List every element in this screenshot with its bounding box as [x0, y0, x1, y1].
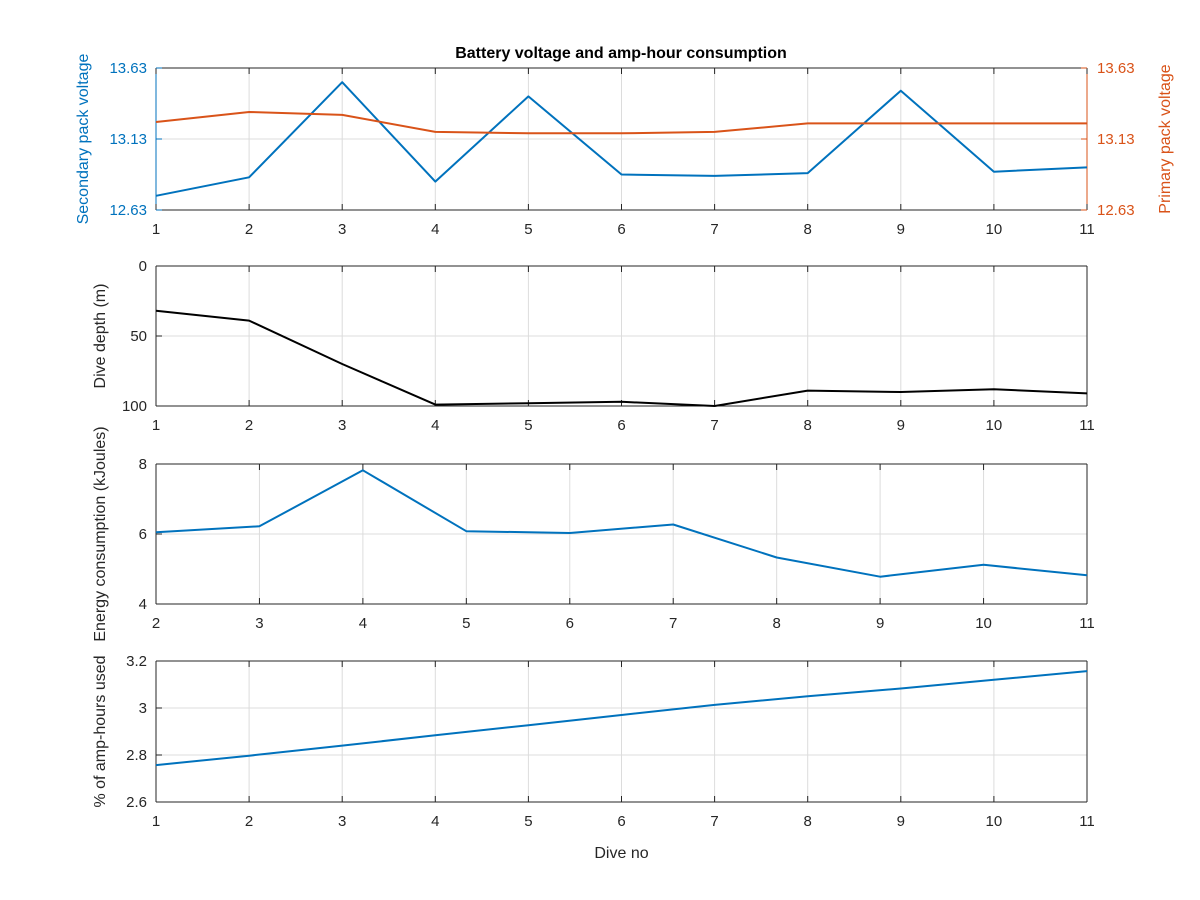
- amp-hours-x-tick-label: 3: [338, 813, 346, 830]
- voltage-subplot: 1 2 3 4 5 6 7 8 9 10 1112.6313.1313.6312.6313.1313…: [75, 54, 1174, 238]
- amp-hours-x-tick-label: 10: [986, 813, 1003, 830]
- depth-x-tick-label: 6: [617, 417, 625, 434]
- depth-x-tick-label: 10: [986, 417, 1003, 434]
- energy-x-tick-label: 5: [462, 615, 470, 632]
- voltage-y-tick-label: 13.13: [109, 131, 147, 148]
- energy-x-tick-label: 4: [359, 615, 367, 632]
- amp-hours-y-tick-label: 3: [139, 700, 147, 717]
- amp-hours-x-tick-label: 5: [524, 813, 532, 830]
- voltage-x-tick-label: 8: [804, 221, 812, 238]
- depth-subplot: 1 2 3 4 5 6 7 8 9 10 11 0 50 100 Dive depth (m): [92, 258, 1095, 434]
- voltage-y-right-tick-label: 12.63: [1097, 202, 1135, 219]
- energy-x-tick-label: 3: [255, 615, 263, 632]
- energy-x-tick-label: 2: [152, 615, 160, 632]
- energy-y-tick-label: 8: [139, 456, 147, 473]
- depth-x-tick-label: 1: [152, 417, 160, 434]
- voltage-x-tick-label: 9: [897, 221, 905, 238]
- energy-x-tick-label: 10: [975, 615, 992, 632]
- voltage-x-tick-label: 6: [617, 221, 625, 238]
- voltage-y-right-label: Primary pack voltage: [1157, 64, 1174, 213]
- figure-title: Battery voltage and amp-hour consumption: [455, 45, 787, 62]
- energy-x-tick-label: 6: [566, 615, 574, 632]
- energy-y-tick-label: 6: [139, 526, 147, 543]
- depth-y-tick-label: 50: [130, 328, 147, 345]
- depth-x-tick-label: 7: [710, 417, 718, 434]
- voltage-x-tick-label: 2: [245, 221, 253, 238]
- voltage-x-tick-label: 3: [338, 221, 346, 238]
- amp-hours-x-tick-label: 2: [245, 813, 253, 830]
- amp-hours-x-tick-label: 8: [804, 813, 812, 830]
- energy-series-0-line: [155, 469, 1088, 578]
- voltage-x-tick-label: 11: [1079, 221, 1095, 238]
- depth-x-tick-label: 3: [338, 417, 346, 434]
- amp-hours-x-tick-label: 11: [1079, 813, 1095, 830]
- voltage-x-tick-label: 1: [152, 221, 160, 238]
- depth-x-tick-label: 2: [245, 417, 253, 434]
- depth-x-tick-label: 8: [804, 417, 812, 434]
- depth-x-tick-label: 9: [897, 417, 905, 434]
- amp-hours-y-tick-label: 2.8: [126, 747, 147, 764]
- energy-x-tick-label: 7: [669, 615, 677, 632]
- depth-x-tick-label: 4: [431, 417, 439, 434]
- voltage-y-label: Secondary pack voltage: [75, 54, 92, 225]
- energy-y-label: Energy consumption (kJoules): [92, 426, 109, 641]
- amp-hours-x-label: Dive no: [594, 845, 648, 862]
- voltage-y-tick-label: 13.63: [109, 60, 147, 77]
- amp-hours-y-tick-label: 2.6: [126, 794, 147, 811]
- amp-hours-y-tick-label: 3.2: [126, 653, 147, 670]
- voltage-y-tick-label: 12.63: [109, 202, 147, 219]
- amp-hours-x-tick-label: 1: [152, 813, 160, 830]
- amp-hours-x-tick-label: 4: [431, 813, 439, 830]
- energy-x-tick-label: 11: [1079, 615, 1095, 632]
- amp-hours-x-tick-label: 6: [617, 813, 625, 830]
- amp-hours-x-tick-label: 9: [897, 813, 905, 830]
- depth-y-label: Dive depth (m): [92, 284, 109, 389]
- depth-x-tick-label: 5: [524, 417, 532, 434]
- voltage-x-tick-label: 4: [431, 221, 439, 238]
- amp-hours-subplot: 1 2 3 4 5 6 7 8 9 10 11 2.6 2.8 3 3.2 % of amp-hours us…: [92, 653, 1095, 862]
- depth-y-tick-label: 100: [122, 398, 147, 415]
- depth-y-tick-label: 0: [139, 258, 147, 275]
- voltage-x-tick-label: 10: [986, 221, 1003, 238]
- energy-x-tick-label: 8: [772, 615, 780, 632]
- voltage-x-tick-label: 5: [524, 221, 532, 238]
- voltage-y-right-tick-label: 13.13: [1097, 131, 1135, 148]
- voltage-x-tick-label: 7: [710, 221, 718, 238]
- voltage-y-right-tick-label: 13.63: [1097, 60, 1135, 77]
- energy-y-tick-label: 4: [139, 596, 147, 613]
- depth-x-tick-label: 11: [1079, 417, 1095, 434]
- energy-x-tick-label: 9: [876, 615, 884, 632]
- amp-hours-x-tick-label: 7: [710, 813, 718, 830]
- energy-subplot: 2 3 4 5 6 7 8 9 10 11 4 6 8 Energy consumption (kJoul…: [92, 426, 1095, 641]
- amp-hours-y-label: % of amp-hours used: [92, 655, 109, 807]
